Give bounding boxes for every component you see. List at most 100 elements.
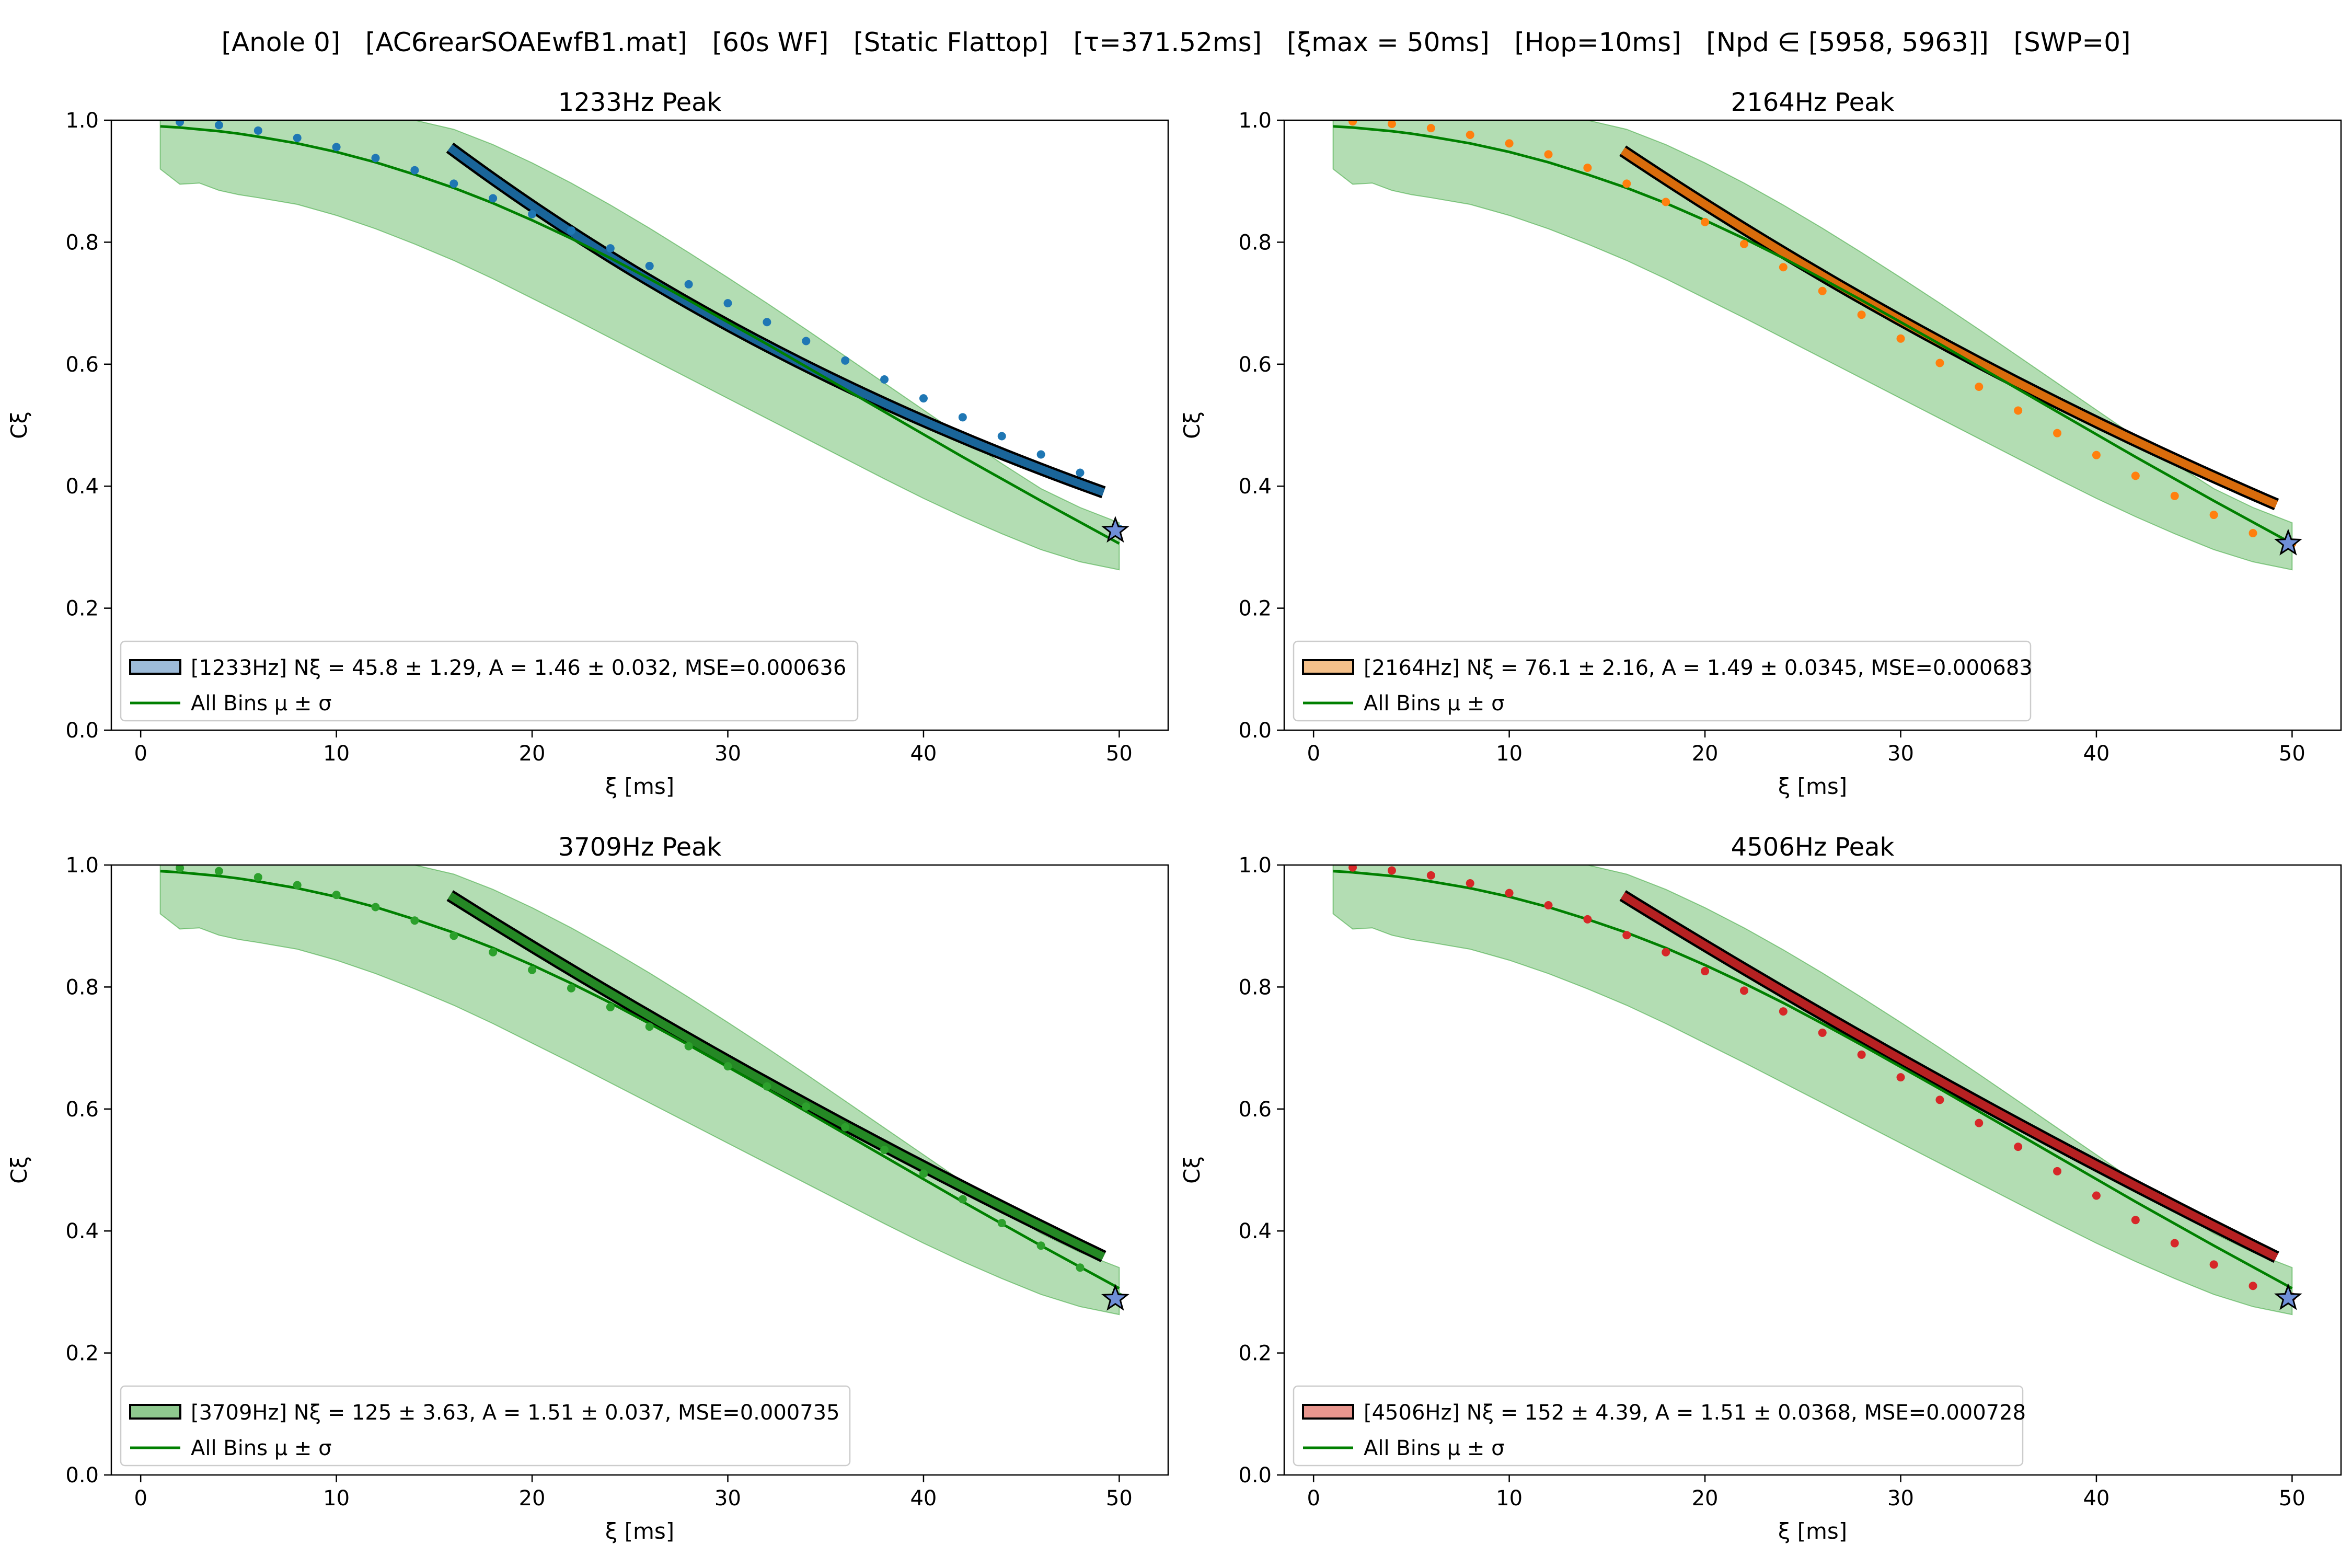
legend: [2164Hz] Nξ = 76.1 ± 2.16, A = 1.49 ± 0.… xyxy=(1293,640,2033,722)
std-band xyxy=(1332,865,2293,1316)
data-point xyxy=(1466,131,1474,140)
y-tick-label: 0.4 xyxy=(1238,475,1272,499)
data-point xyxy=(253,873,262,882)
x-axis-label: ξ [ms] xyxy=(1778,774,1847,799)
std-band xyxy=(159,120,1120,571)
data-point xyxy=(1622,931,1631,940)
y-tick-label: 0.2 xyxy=(1238,1342,1272,1366)
y-tick-label: 0.2 xyxy=(1238,597,1272,621)
y-tick-label: 0.6 xyxy=(1238,1098,1272,1122)
data-point xyxy=(2014,406,2023,415)
legend: [1233Hz] Nξ = 45.8 ± 1.29, A = 1.46 ± 0.… xyxy=(120,640,859,722)
fit-curve xyxy=(1620,147,2278,509)
y-tick-label: 1.0 xyxy=(1238,854,1272,878)
legend: [3709Hz] Nξ = 125 ± 3.63, A = 1.51 ± 0.0… xyxy=(120,1385,851,1467)
data-point xyxy=(293,133,302,142)
data-point xyxy=(1662,198,1670,206)
all-bins-mean-line xyxy=(160,870,1120,1290)
data-point xyxy=(2131,471,2140,480)
y-tick-label: 0.0 xyxy=(65,719,99,743)
data-point xyxy=(1975,1119,1984,1127)
x-tick-label: 40 xyxy=(910,1486,937,1511)
data-point xyxy=(2053,429,2062,437)
legend-fit-label: [2164Hz] Nξ = 76.1 ± 2.16, A = 1.49 ± 0.… xyxy=(1364,656,2033,680)
y-tick-label: 0.6 xyxy=(1238,353,1272,377)
y-tick-label: 0.8 xyxy=(65,975,99,999)
axes-frame xyxy=(110,119,1169,731)
data-point xyxy=(2249,529,2257,538)
legend: [4506Hz] Nξ = 152 ± 4.39, A = 1.51 ± 0.0… xyxy=(1293,1385,2026,1467)
data-point xyxy=(1779,263,1788,272)
x-tick-label: 30 xyxy=(1887,1486,1914,1511)
x-tick-label: 0 xyxy=(134,1486,147,1511)
y-tick-label: 0.0 xyxy=(1238,719,1272,743)
data-point xyxy=(2131,1216,2140,1225)
x-tick-label: 10 xyxy=(323,1486,350,1511)
x-tick-label: 0 xyxy=(1307,742,1320,766)
data-point xyxy=(997,432,1006,441)
data-point xyxy=(1505,889,1514,897)
data-point xyxy=(958,1195,967,1204)
data-point xyxy=(2170,491,2179,500)
data-point xyxy=(606,244,615,253)
data-point xyxy=(1387,120,1396,128)
y-tick-label: 0.4 xyxy=(65,1219,99,1243)
all-bins-mean-line xyxy=(160,125,1120,545)
data-point xyxy=(1505,139,1514,148)
data-point xyxy=(1583,164,1592,172)
data-point xyxy=(1739,239,1748,248)
data-point xyxy=(1818,1028,1827,1037)
data-point xyxy=(371,154,380,163)
data-point xyxy=(1544,150,1553,159)
data-point xyxy=(919,1169,928,1178)
data-point xyxy=(1426,124,1435,133)
x-tick-label: 50 xyxy=(1106,1486,1133,1511)
x-axis-label: ξ [ms] xyxy=(605,1518,674,1544)
legend-all-bins-label: All Bins μ ± σ xyxy=(1364,1436,1505,1460)
data-point xyxy=(1739,986,1748,995)
legend-fit-label: [3709Hz] Nξ = 125 ± 3.63, A = 1.51 ± 0.0… xyxy=(191,1401,840,1425)
data-point xyxy=(645,261,654,270)
y-axis-label: Cξ xyxy=(1179,1156,1205,1184)
panel-title: 1233Hz Peak xyxy=(558,88,722,117)
axes-frame xyxy=(1283,864,2342,1476)
data-point xyxy=(2170,1239,2179,1248)
data-point xyxy=(528,210,537,218)
data-point xyxy=(958,413,967,422)
y-tick-label: 0.8 xyxy=(1238,230,1272,255)
data-point xyxy=(645,1022,654,1031)
data-point xyxy=(1036,450,1045,459)
y-tick-label: 0.4 xyxy=(1238,1219,1272,1243)
data-point xyxy=(880,375,889,384)
data-point xyxy=(1544,901,1553,910)
data-point xyxy=(841,1123,850,1132)
x-tick-label: 50 xyxy=(2279,1486,2305,1511)
x-tick-label: 10 xyxy=(1496,742,1523,766)
data-point xyxy=(1466,879,1474,888)
fit-curve xyxy=(447,892,1105,1260)
data-point xyxy=(1701,217,1710,226)
data-point xyxy=(214,867,223,875)
y-tick-label: 0.8 xyxy=(1238,975,1272,999)
x-axis-label: ξ [ms] xyxy=(1778,1518,1847,1544)
figure-title: [Anole 0] [AC6rearSOAEwfB1.mat] [60s WF]… xyxy=(221,27,2131,57)
data-point xyxy=(332,891,341,900)
x-tick-label: 20 xyxy=(519,742,546,766)
data-point xyxy=(1818,286,1827,295)
data-point xyxy=(1348,865,1357,872)
x-tick-label: 40 xyxy=(2083,1486,2109,1511)
y-axis-label: Cξ xyxy=(1179,411,1205,439)
data-point xyxy=(802,337,811,345)
data-point xyxy=(2092,451,2101,459)
data-point xyxy=(1896,334,1905,343)
x-tick-label: 0 xyxy=(1307,1486,1320,1511)
legend-all-bins-label: All Bins μ ± σ xyxy=(1364,691,1505,716)
data-point xyxy=(723,1062,732,1071)
panel-title: 4506Hz Peak xyxy=(1731,833,1895,862)
data-point xyxy=(802,1102,811,1111)
y-axis-label: Cξ xyxy=(6,411,32,439)
data-point xyxy=(684,1042,693,1051)
x-tick-label: 20 xyxy=(1692,742,1719,766)
plot-data-area xyxy=(1332,120,2297,571)
